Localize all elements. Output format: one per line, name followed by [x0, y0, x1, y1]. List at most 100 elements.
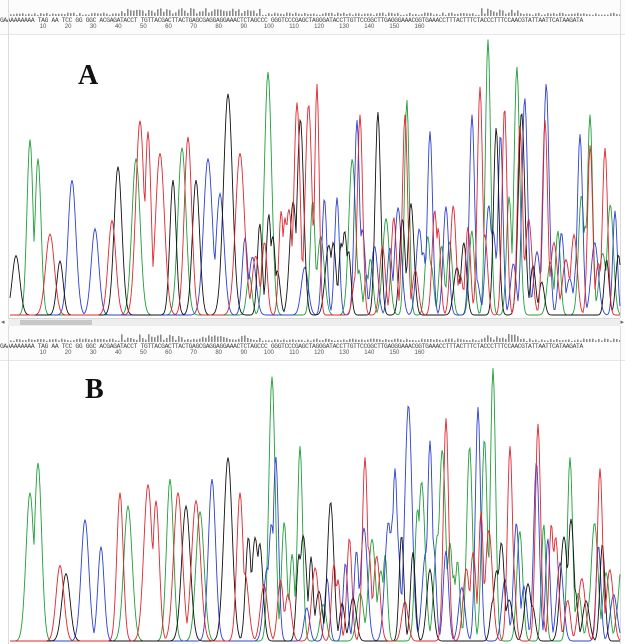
quality-bar — [418, 340, 420, 342]
quality-bar — [139, 9, 141, 16]
quality-bar — [355, 13, 357, 16]
quality-bar — [508, 334, 510, 342]
quality-bar — [283, 339, 285, 342]
quality-bar — [409, 339, 411, 342]
quality-bar — [460, 339, 462, 342]
quality-bar — [247, 337, 249, 342]
quality-bar — [454, 14, 456, 16]
quality-bar — [124, 339, 126, 342]
quality-bar — [433, 14, 435, 16]
quality-bar — [31, 14, 33, 16]
quality-bar — [478, 14, 480, 16]
quality-bar — [151, 336, 153, 342]
quality-bar — [331, 12, 333, 16]
quality-bar — [25, 340, 27, 342]
quality-bar — [523, 338, 525, 342]
quality-bar — [13, 14, 15, 16]
ruler-tick-label: 70 — [190, 24, 197, 30]
quality-bar — [445, 338, 447, 342]
trace-channel-a — [10, 368, 621, 642]
quality-bar — [163, 339, 165, 342]
quality-bar — [226, 337, 228, 342]
quality-bar — [364, 13, 366, 16]
quality-bar — [244, 10, 246, 16]
quality-bar — [109, 338, 111, 342]
quality-bar — [46, 340, 48, 342]
quality-bar — [382, 12, 384, 16]
quality-bar — [514, 334, 516, 342]
quality-bar — [619, 14, 621, 16]
quality-bar — [226, 11, 228, 16]
quality-bar — [256, 339, 258, 342]
quality-bar — [313, 339, 315, 342]
quality-bar — [166, 9, 168, 16]
quality-bar — [571, 13, 573, 16]
quality-bar — [493, 339, 495, 342]
quality-bar — [544, 14, 546, 16]
quality-bar — [61, 13, 63, 16]
quality-bar — [172, 336, 174, 342]
quality-bar — [76, 14, 78, 16]
quality-bar — [568, 14, 570, 16]
quality-bar — [490, 337, 492, 342]
quality-bar — [436, 339, 438, 342]
quality-bar — [250, 338, 252, 342]
quality-bar — [175, 339, 177, 342]
quality-bar — [79, 338, 81, 342]
quality-bar — [217, 9, 219, 16]
quality-bar — [118, 340, 120, 342]
ruler-tick-label: 90 — [240, 24, 248, 30]
quality-bar — [565, 339, 567, 342]
quality-bar — [517, 10, 519, 16]
quality-bar — [580, 340, 582, 342]
quality-bar — [133, 339, 135, 342]
quality-bar — [352, 14, 354, 16]
quality-bar — [484, 13, 486, 16]
quality-bar — [535, 13, 537, 16]
quality-bar — [154, 337, 156, 342]
quality-bar — [481, 8, 483, 16]
quality-bar — [361, 339, 363, 342]
quality-bar — [142, 338, 144, 342]
quality-bar — [388, 12, 390, 16]
panel-label-a: A — [78, 60, 99, 91]
quality-bar — [124, 13, 126, 16]
quality-bar — [250, 10, 252, 16]
quality-bar — [532, 340, 534, 342]
quality-bar — [391, 339, 393, 342]
scrollbar-thumb[interactable] — [20, 320, 92, 325]
ruler-tick-label: 160 — [414, 24, 425, 30]
quality-bar — [448, 338, 450, 342]
quality-bar — [316, 338, 318, 342]
trace-channel-t — [10, 83, 620, 316]
quality-bar — [217, 336, 219, 342]
quality-bar — [361, 14, 363, 16]
quality-bar — [211, 11, 213, 16]
quality-bar — [403, 14, 405, 16]
scroll-right-arrow-icon[interactable]: ▸ — [620, 319, 624, 326]
quality-bar — [202, 11, 204, 16]
quality-bar — [592, 338, 594, 342]
quality-bar — [241, 336, 243, 342]
right-border-a — [620, 0, 621, 318]
quality-bar — [43, 339, 45, 342]
quality-bar — [34, 339, 36, 342]
scroll-left-arrow-icon[interactable]: ◂ — [1, 319, 5, 326]
quality-bar — [169, 334, 171, 342]
quality-bar — [289, 339, 291, 342]
quality-bar — [538, 12, 540, 16]
quality-bar — [208, 335, 210, 342]
quality-bar — [223, 336, 225, 342]
quality-bar — [406, 338, 408, 342]
quality-bar — [469, 13, 471, 16]
quality-bar — [358, 339, 360, 342]
quality-bar — [181, 337, 183, 342]
quality-bar — [514, 12, 516, 16]
quality-bars-a — [10, 8, 621, 16]
quality-bar — [49, 339, 51, 342]
quality-bar — [538, 340, 540, 342]
quality-bar — [472, 13, 474, 16]
quality-bar — [259, 8, 261, 16]
ruler-tick-label: 20 — [64, 24, 72, 30]
quality-bar — [286, 340, 288, 342]
